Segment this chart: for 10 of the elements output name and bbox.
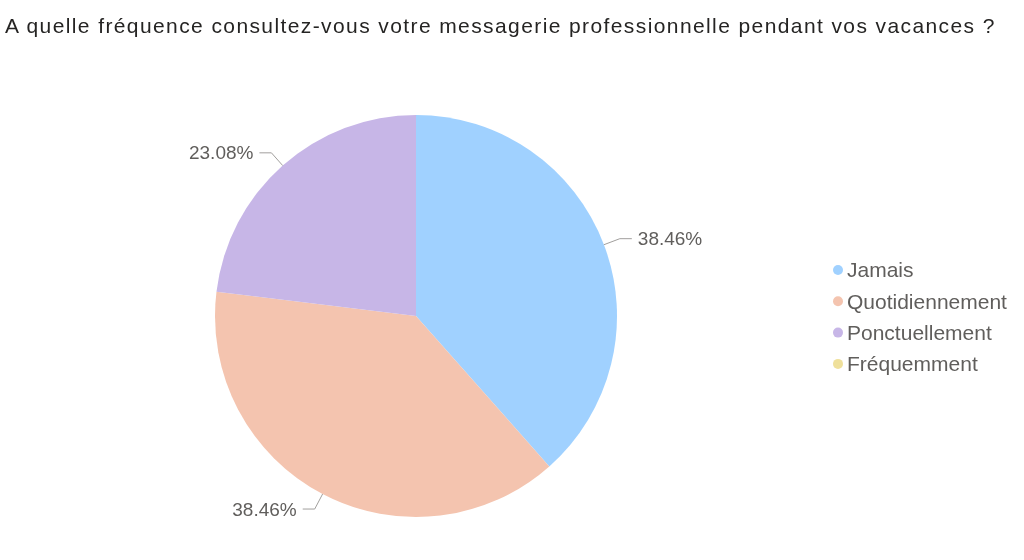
legend-label: Jamais — [847, 258, 914, 282]
data-label: 23.08% — [188, 142, 254, 164]
legend-label: Quotidiennement — [847, 289, 1008, 313]
legend-label: Ponctuellement — [847, 320, 992, 344]
data-label: 38.46% — [637, 228, 703, 250]
chart-title: A quelle fréquence consultez-vous votre messagerie professionnelle pendant vos vacances ? — [5, 14, 996, 37]
data-label: 38.46% — [232, 498, 297, 520]
pie-slice — [416, 115, 617, 467]
pie-slice — [215, 291, 550, 517]
legend-label: Fréquemment — [847, 352, 978, 376]
